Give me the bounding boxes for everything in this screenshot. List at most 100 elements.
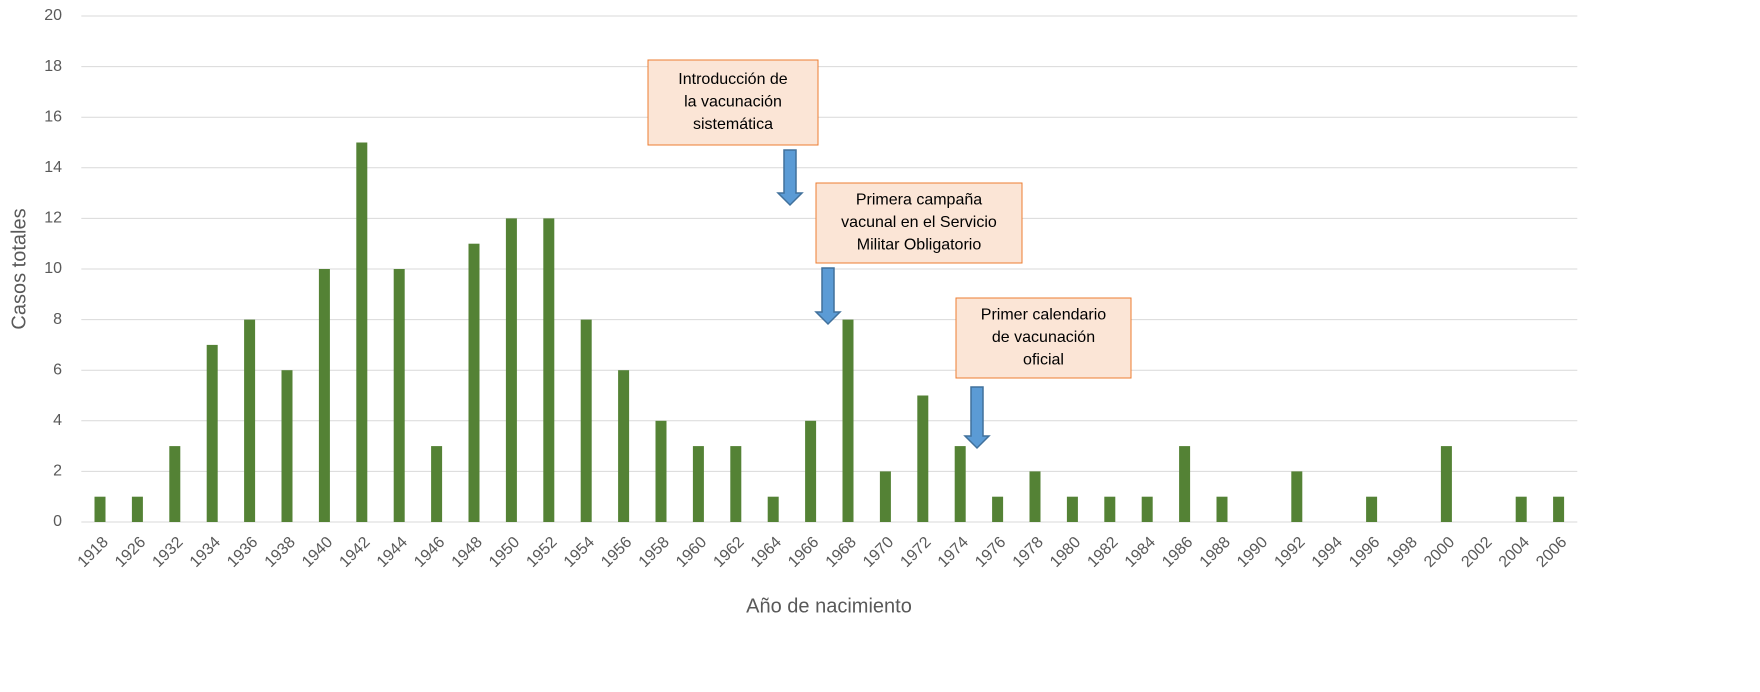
annotation-text: de vacunación xyxy=(992,329,1095,346)
x-tick-label: 1956 xyxy=(598,534,635,571)
x-tick-label: 1934 xyxy=(187,534,224,571)
bar xyxy=(318,269,330,522)
bar xyxy=(206,344,218,522)
annotation-box xyxy=(815,182,1023,264)
y-tick-label: 10 xyxy=(44,260,62,277)
annotation-text: Introducción de xyxy=(678,71,788,88)
annotation-box xyxy=(647,59,819,146)
x-tick-label: 1964 xyxy=(748,534,785,571)
x-tick-label: 1954 xyxy=(561,534,598,571)
x-tick-label: 1942 xyxy=(336,534,373,571)
bar xyxy=(580,319,592,522)
x-tick-label: 1972 xyxy=(897,534,934,571)
bar xyxy=(767,496,779,522)
annotation-box xyxy=(955,297,1132,379)
bar xyxy=(842,319,854,522)
y-tick-label: 8 xyxy=(53,311,62,328)
y-tick-label: 0 xyxy=(53,513,62,530)
bar xyxy=(431,446,443,522)
bar xyxy=(618,370,630,522)
bar xyxy=(1141,496,1153,522)
x-tick-label: 1938 xyxy=(262,534,299,571)
x-tick-label: 1984 xyxy=(1122,534,1159,571)
bar xyxy=(730,446,742,522)
x-tick-label: 1990 xyxy=(1234,534,1271,571)
bar xyxy=(169,446,181,522)
bar xyxy=(1553,496,1565,522)
bar xyxy=(1066,496,1078,522)
bar xyxy=(1440,446,1452,522)
x-tick-label: 1976 xyxy=(972,534,1009,571)
x-tick-label: 1978 xyxy=(1010,534,1047,571)
x-tick-label: 1944 xyxy=(374,534,411,571)
bar xyxy=(1179,446,1191,522)
bar xyxy=(1216,496,1228,522)
y-tick-label: 2 xyxy=(53,463,62,480)
x-tick-label: 1962 xyxy=(710,534,747,571)
y-tick-label: 6 xyxy=(53,361,62,378)
x-tick-label: 1996 xyxy=(1346,534,1383,571)
y-tick-label: 14 xyxy=(44,159,62,176)
x-tick-label: 1998 xyxy=(1384,534,1421,571)
y-axis-title: Casos totales xyxy=(8,208,30,329)
x-tick-label: 1980 xyxy=(1047,534,1084,571)
x-tick-label: 1960 xyxy=(673,534,710,571)
x-tick-label: 1992 xyxy=(1271,534,1308,571)
x-tick-label: 1968 xyxy=(823,534,860,571)
bar xyxy=(94,496,106,522)
x-axis-title: Año de nacimiento xyxy=(746,595,912,617)
x-tick-label: 1946 xyxy=(411,534,448,571)
bar xyxy=(1029,471,1041,522)
x-tick-label: 1932 xyxy=(149,534,186,571)
y-tick-label: 16 xyxy=(44,108,62,125)
bar xyxy=(505,218,517,522)
bar xyxy=(244,319,256,522)
bar xyxy=(1515,496,1527,522)
x-tick-label: 1988 xyxy=(1197,534,1234,571)
bar xyxy=(281,370,293,522)
annotation-arrow xyxy=(814,267,842,326)
annotation-text: oficial xyxy=(1023,352,1064,369)
bar xyxy=(393,269,405,522)
x-tick-label: 1966 xyxy=(785,534,822,571)
x-tick-label: 1950 xyxy=(486,534,523,571)
y-tick-label: 12 xyxy=(44,210,62,227)
annotation-text: la vacunación xyxy=(684,94,782,111)
bar xyxy=(954,446,966,522)
bar xyxy=(692,446,704,522)
y-tick-label: 18 xyxy=(44,58,62,75)
annotation-text: sistemática xyxy=(693,116,773,133)
bar xyxy=(468,243,480,522)
x-tick-label: 1940 xyxy=(299,534,336,571)
annotation-arrow xyxy=(776,149,804,207)
bar xyxy=(655,420,667,522)
x-tick-label: 1974 xyxy=(935,534,972,571)
x-tick-label: 1918 xyxy=(75,534,112,571)
x-tick-label: 1952 xyxy=(523,534,560,571)
annotation-text: Militar Obligatorio xyxy=(857,237,982,254)
bar xyxy=(131,496,143,522)
y-tick-label: 20 xyxy=(44,7,62,24)
x-tick-label: 1958 xyxy=(636,534,673,571)
x-tick-label: 1994 xyxy=(1309,534,1346,571)
x-tick-label: 2004 xyxy=(1496,534,1533,571)
bar xyxy=(1104,496,1116,522)
bar xyxy=(543,218,555,522)
bar xyxy=(1366,496,1378,522)
x-tick-label: 2002 xyxy=(1458,534,1495,571)
x-tick-label: 1926 xyxy=(112,534,149,571)
bar xyxy=(1291,471,1303,522)
x-tick-label: 2000 xyxy=(1421,534,1458,571)
annotation-arrow xyxy=(963,386,991,450)
x-tick-label: 1986 xyxy=(1159,534,1196,571)
x-tick-label: 1982 xyxy=(1084,534,1121,571)
y-tick-label: 4 xyxy=(53,412,62,429)
annotation-text: vacunal en el Servicio xyxy=(841,214,997,231)
x-tick-label: 1970 xyxy=(860,534,897,571)
bar xyxy=(805,420,817,522)
bar xyxy=(356,142,368,522)
annotation-text: Primer calendario xyxy=(981,307,1106,324)
x-tick-label: 1936 xyxy=(224,534,261,571)
annotation-text: Primera campaña xyxy=(856,192,982,209)
